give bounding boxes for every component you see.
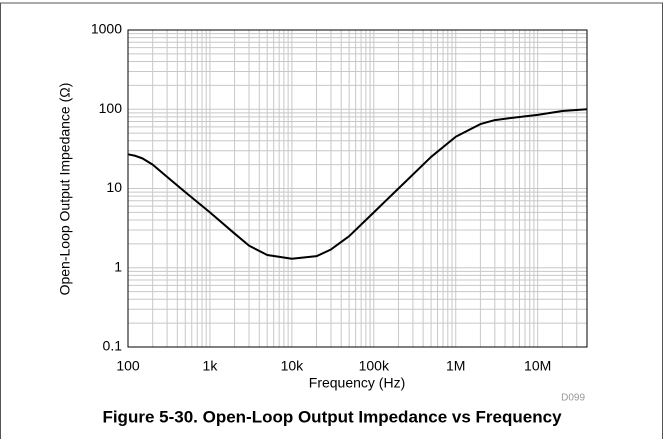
figure-code: D099 <box>561 393 585 404</box>
x-tick-label: 1k <box>203 358 219 374</box>
y-tick-label: 100 <box>99 100 123 116</box>
plot-border <box>127 29 588 348</box>
y-axis-label: Open-Loop Output Impedance (Ω) <box>57 83 73 296</box>
x-tick-label: 1M <box>446 358 465 374</box>
x-tick-label: 10M <box>524 358 551 374</box>
impedance-curve <box>127 108 588 260</box>
x-tick-label: 100k <box>359 358 390 374</box>
y-tick-label: 1000 <box>91 21 122 37</box>
y-tick-label: 0.1 <box>103 338 123 354</box>
y-tick-label: 1 <box>114 258 122 274</box>
y-tick-label: 10 <box>106 179 122 195</box>
x-axis-label: Frequency (Hz) <box>309 375 405 391</box>
caption: Figure 5-30. Open-Loop Output Impedance … <box>102 407 562 426</box>
x-tick-label: 10k <box>281 358 305 374</box>
x-tick-label: 100 <box>116 358 140 374</box>
